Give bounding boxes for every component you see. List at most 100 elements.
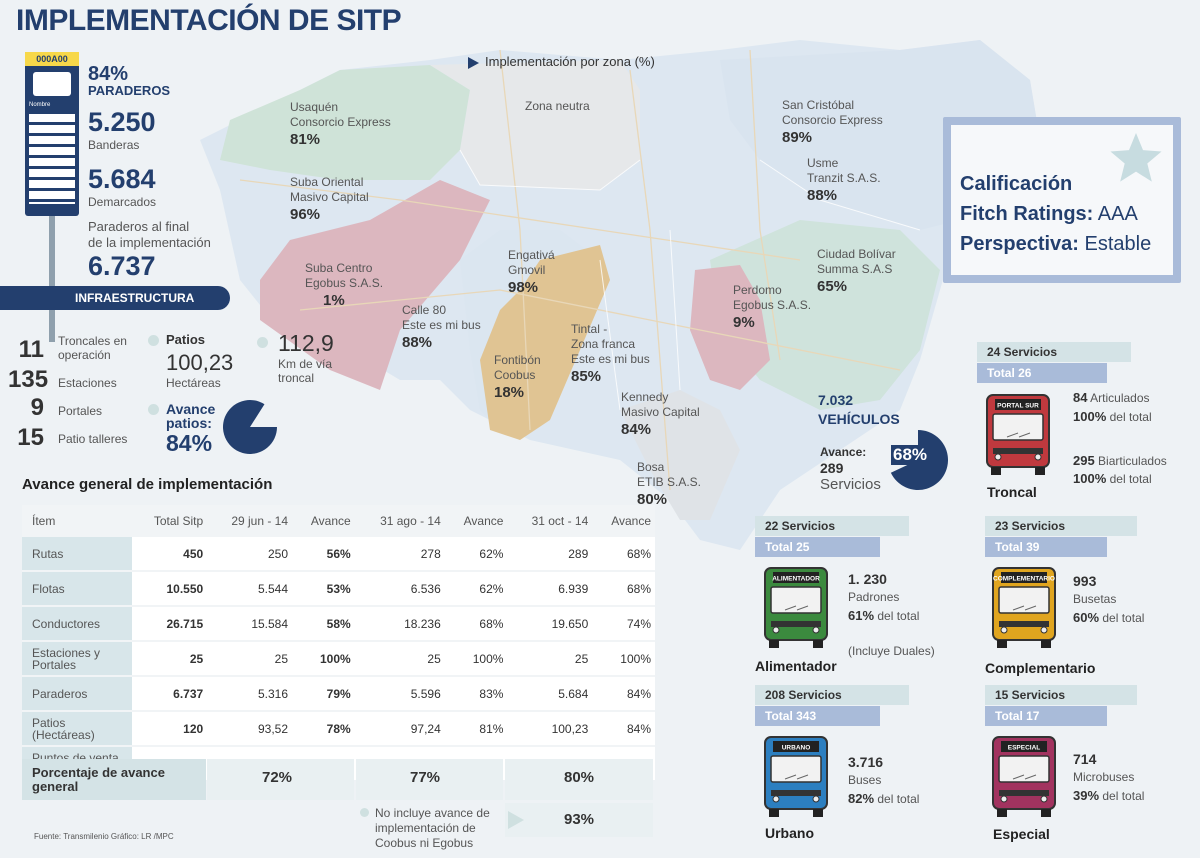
troncal-bus-icon: PORTAL SUR bbox=[985, 393, 1051, 477]
table-cell: 289 bbox=[507, 537, 593, 570]
table-cell: 250 bbox=[207, 537, 293, 570]
table-cell: 100% bbox=[444, 642, 508, 675]
table-cell: 10.550 bbox=[132, 572, 208, 605]
table-cell: Patios (Hectáreas) bbox=[22, 712, 132, 745]
rating-box: Calificación Fitch Ratings: AAA Perspect… bbox=[943, 117, 1181, 283]
table-cell: 450 bbox=[132, 537, 208, 570]
table-cell: 5.684 bbox=[507, 677, 593, 710]
table-cell: Conductores bbox=[22, 607, 132, 640]
zone-label-san-cristobal: San Cristóbal Consorcio Express 89% bbox=[782, 98, 883, 146]
zone-label-calle-80: Calle 80 Este es mi bus 88% bbox=[402, 303, 481, 351]
zone-bosa bbox=[620, 390, 740, 520]
especial-bus-icon: ESPECIAL bbox=[991, 735, 1057, 819]
table-title: Avance general de implementación bbox=[22, 476, 273, 493]
table-cell: 97,24 bbox=[354, 712, 445, 745]
table-cell: 68% bbox=[592, 537, 655, 570]
bullet-icon bbox=[257, 337, 268, 348]
table-cell: 62% bbox=[444, 537, 508, 570]
bus-icon bbox=[33, 72, 71, 96]
table-cell: 84% bbox=[592, 712, 655, 745]
table-row: Patios (Hectáreas) 120 93,52 78% 97,24 81% 100… bbox=[22, 712, 655, 745]
table-cell: 19.650 bbox=[507, 607, 593, 640]
final-value: 6.737 bbox=[88, 251, 156, 281]
table-row: Estaciones y Portales 25 25 100% 25 100% 25 100… bbox=[22, 642, 655, 675]
bus-stop-sign: 000A00 Nombre bbox=[25, 52, 79, 342]
table-row: Conductores 26.715 15.584 58% 18.236 68% 19.65… bbox=[22, 607, 655, 640]
paraderos-label: PARADEROS bbox=[88, 83, 171, 98]
complementario-label: Complementario bbox=[985, 660, 1096, 676]
patios-value: 100,23 bbox=[166, 350, 234, 375]
especial-label: Especial bbox=[993, 826, 1050, 842]
demarcados-value: 5.684 bbox=[88, 164, 156, 194]
troncal-label: Troncal bbox=[987, 484, 1037, 500]
svg-text:ALIMENTADOR: ALIMENTADOR bbox=[772, 576, 820, 583]
progress-table: Ítem Total Sitp 29 jun - 14 Avance 31 ago - … bbox=[22, 505, 655, 782]
patios-progress-pie bbox=[223, 400, 277, 454]
zone-label-usaquen: Usaquén Consorcio Express 81% bbox=[290, 100, 391, 148]
svg-text:ESPECIAL: ESPECIAL bbox=[1008, 745, 1041, 752]
table-cell: Flotas bbox=[22, 572, 132, 605]
complementario-bus-icon: COMPLEMENTARIO bbox=[991, 566, 1057, 650]
star-icon bbox=[1110, 133, 1162, 182]
table-row: Paraderos 6.737 5.316 79% 5.596 83% 5.684 84% bbox=[22, 677, 655, 710]
zone-label-kennedy: Kennedy Masivo Capital 84% bbox=[621, 390, 700, 438]
table-header-cell: Avance bbox=[463, 514, 504, 528]
table-header-row: Ítem Total Sitp 29 jun - 14 Avance 31 ago - … bbox=[22, 507, 655, 535]
table-cell: 78% bbox=[292, 712, 355, 745]
table-header-cell: Ítem bbox=[32, 514, 56, 528]
zone-perdomo bbox=[690, 265, 770, 390]
zone-label-tintal: Tintal - Zona franca Este es mi bus 85% bbox=[571, 322, 650, 385]
table-header-cell: 31 oct - 14 bbox=[531, 514, 589, 528]
table-header-cell: 31 ago - 14 bbox=[380, 514, 441, 528]
table-row: Rutas 450 250 56% 278 62% 289 68% bbox=[22, 537, 655, 570]
table-cell: 25 bbox=[354, 642, 445, 675]
banderas-label: Banderas bbox=[88, 138, 140, 152]
table-cell: 56% bbox=[292, 537, 355, 570]
summary-cell bbox=[356, 759, 503, 800]
table-cell: 5.316 bbox=[207, 677, 293, 710]
note-value-cell bbox=[505, 803, 653, 837]
table-cell: 100% bbox=[292, 642, 355, 675]
zone-usaquen bbox=[220, 65, 470, 180]
table-cell: 26.715 bbox=[132, 607, 208, 640]
table-cell: 100,23 bbox=[507, 712, 593, 745]
table-cell: 5.544 bbox=[207, 572, 293, 605]
summary-cell bbox=[207, 759, 354, 800]
zone-neutra bbox=[430, 60, 640, 190]
zone-suba-centro bbox=[260, 180, 490, 390]
alimentador-bus-icon: ALIMENTADOR bbox=[763, 566, 829, 650]
table-cell: 93,52 bbox=[207, 712, 293, 745]
bullet-icon bbox=[148, 335, 159, 346]
zone-label-perdomo: Perdomo Egobus S.A.S. 9% bbox=[733, 283, 812, 331]
source-credit: Fuente: Transmilenio Gráfico: LR /MPC bbox=[34, 832, 174, 841]
table-header-cell: Total Sitp bbox=[153, 514, 204, 528]
table-cell: 62% bbox=[444, 572, 508, 605]
table-cell: 84% bbox=[592, 677, 655, 710]
zone-label-usme: Usme Tranzit S.A.S. 88% bbox=[807, 156, 881, 204]
table-cell: 81% bbox=[444, 712, 508, 745]
table-note: No incluye avance de implementación de C… bbox=[375, 806, 490, 850]
table-cell: 6.939 bbox=[507, 572, 593, 605]
summary-label-cell bbox=[22, 759, 206, 800]
bullet-icon bbox=[148, 404, 159, 415]
zone-label-neutra: Zona neutra bbox=[525, 99, 590, 113]
zone-label-engativa: Engativá Gmovil 98% bbox=[508, 248, 555, 296]
avance-patios-value: 84% bbox=[166, 430, 213, 456]
svg-text:COMPLEMENTARIO: COMPLEMENTARIO bbox=[993, 576, 1055, 583]
table-cell: 53% bbox=[292, 572, 355, 605]
page-title: IMPLEMENTACIÓN DE SITP bbox=[16, 4, 402, 37]
paraderos-pct: 84% bbox=[88, 63, 129, 85]
table-cell: Estaciones y Portales bbox=[22, 642, 132, 675]
demarcados-label: Demarcados bbox=[88, 195, 157, 209]
vehicles-total: 7.032 bbox=[818, 392, 854, 408]
infra-band bbox=[0, 286, 230, 310]
svg-text:PORTAL SUR: PORTAL SUR bbox=[997, 403, 1039, 410]
table-cell: 5.596 bbox=[354, 677, 445, 710]
zone-map bbox=[200, 40, 1040, 550]
table-cell: 120 bbox=[132, 712, 208, 745]
alimentador-label: Alimentador bbox=[755, 658, 837, 674]
table-cell: 58% bbox=[292, 607, 355, 640]
table-header-cell: Avance bbox=[310, 514, 351, 528]
zone-label-suba-centro: Suba Centro Egobus S.A.S. 1% bbox=[305, 261, 384, 309]
table-cell: Paraderos bbox=[22, 677, 132, 710]
